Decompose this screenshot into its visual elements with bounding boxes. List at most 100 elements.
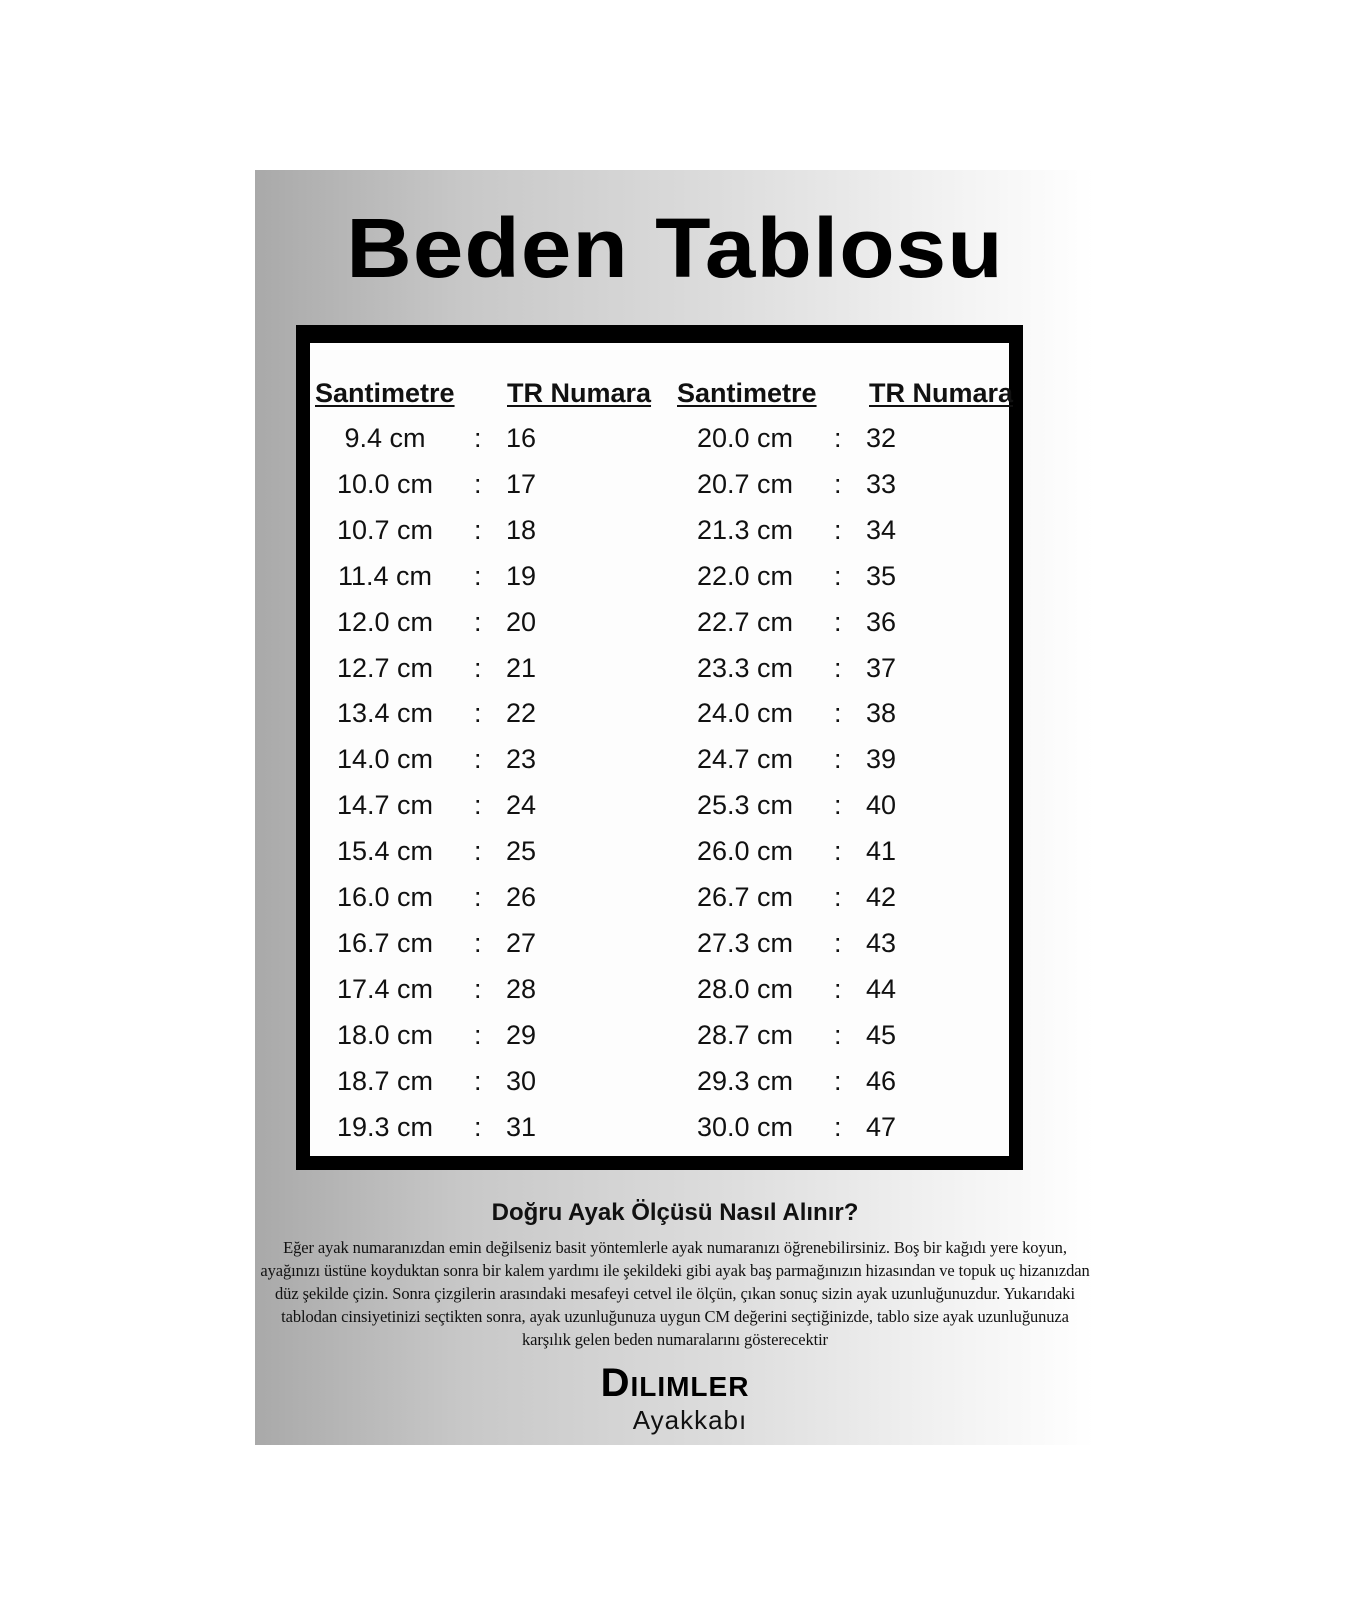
- cm-value: 26.0 cm: [696, 836, 794, 867]
- cm-value: 14.0 cm: [336, 744, 434, 775]
- tr-size-value: 35: [866, 560, 897, 591]
- tr-size-value: 31: [506, 1111, 537, 1142]
- separator: :: [834, 560, 842, 591]
- separator: :: [474, 423, 482, 453]
- tr-size-value: 32: [866, 423, 897, 453]
- header-tr-right: TR Numara: [869, 378, 1014, 408]
- cm-value: 28.7 cm: [696, 1019, 794, 1050]
- separator: :: [474, 836, 482, 867]
- cm-value: 18.7 cm: [336, 1065, 434, 1096]
- separator: :: [834, 1111, 842, 1142]
- separator: :: [474, 514, 482, 545]
- cm-value: 9.4 cm: [344, 423, 426, 453]
- tr-size-value: 26: [506, 882, 537, 912]
- tr-size-value: 36: [866, 606, 897, 637]
- tr-size-value: 45: [866, 1019, 897, 1050]
- separator: :: [834, 790, 842, 821]
- separator: :: [834, 698, 842, 729]
- cm-value: 18.0 cm: [336, 1019, 434, 1050]
- cm-value: 11.4 cm: [337, 560, 433, 591]
- tr-size-value: 21: [506, 652, 537, 683]
- howto-section: Doğru Ayak Ölçüsü Nasıl Alınır? Eğer aya…: [255, 1198, 1095, 1455]
- separator: :: [834, 1019, 842, 1050]
- tr-size-value: 20: [506, 606, 537, 637]
- separator: :: [474, 652, 482, 683]
- tr-size-value: 29: [506, 1019, 537, 1050]
- separator: :: [834, 882, 842, 912]
- tr-size-value: 34: [866, 514, 897, 545]
- tr-size-value: 28: [506, 973, 537, 1004]
- cm-value: 30.0 cm: [696, 1111, 794, 1142]
- separator: :: [834, 468, 842, 499]
- separator: :: [834, 606, 842, 637]
- separator: :: [474, 606, 482, 637]
- tr-size-value: 16: [506, 423, 537, 453]
- tr-size-value: 25: [506, 836, 537, 867]
- separator: :: [474, 927, 482, 958]
- size-chart-panel: Beden Tablosu Santimetre TR Numara Santi…: [255, 170, 1095, 1445]
- tr-size-value: 37: [866, 652, 897, 683]
- tr-size-value: 24: [506, 790, 537, 821]
- tr-size-value: 33: [866, 468, 897, 499]
- size-table: Santimetre TR Numara Santimetre TR Numar…: [310, 343, 1013, 1156]
- separator: :: [474, 744, 482, 775]
- tr-size-value: 18: [506, 514, 537, 545]
- cm-value: 10.7 cm: [336, 514, 434, 545]
- separator: :: [474, 882, 482, 912]
- tr-size-value: 23: [506, 744, 537, 775]
- separator: :: [474, 468, 482, 499]
- cm-value: 22.7 cm: [696, 606, 794, 637]
- separator: :: [474, 790, 482, 821]
- cm-value: 21.3 cm: [696, 514, 794, 545]
- cm-value: 17.4 cm: [336, 973, 434, 1004]
- brand-name: Dilimler: [600, 1361, 750, 1405]
- cm-value: 19.3 cm: [336, 1111, 434, 1142]
- separator: :: [474, 1065, 482, 1096]
- header-tr-left: TR Numara: [507, 378, 652, 408]
- header-cm-right: Santimetre: [677, 378, 817, 408]
- cm-value: 12.0 cm: [336, 606, 434, 637]
- size-table-frame: Santimetre TR Numara Santimetre TR Numar…: [296, 325, 1023, 1170]
- tr-size-value: 41: [866, 836, 897, 867]
- separator: :: [834, 973, 842, 1004]
- separator: :: [474, 1111, 482, 1142]
- cm-value: 24.0 cm: [696, 698, 794, 729]
- separator: :: [834, 927, 842, 958]
- tr-size-value: 38: [866, 698, 897, 729]
- separator: :: [834, 744, 842, 775]
- cm-value: 20.0 cm: [696, 423, 794, 453]
- tr-size-value: 42: [866, 882, 897, 912]
- separator: :: [474, 1019, 482, 1050]
- cm-value: 25.3 cm: [696, 790, 794, 821]
- separator: :: [834, 1065, 842, 1096]
- tr-size-value: 40: [866, 790, 897, 821]
- cm-value: 10.0 cm: [336, 468, 434, 499]
- brand-logo: Dilimler Ayakkabı: [255, 1361, 1095, 1435]
- cm-value: 22.0 cm: [696, 560, 794, 591]
- separator: :: [834, 514, 842, 545]
- cm-value: 16.7 cm: [336, 927, 434, 958]
- cm-value: 13.4 cm: [336, 698, 434, 729]
- tr-size-value: 39: [866, 744, 897, 775]
- cm-value: 26.7 cm: [696, 882, 794, 912]
- separator: :: [474, 560, 482, 591]
- tr-size-value: 46: [866, 1065, 897, 1096]
- separator: :: [834, 652, 842, 683]
- cm-value: 15.4 cm: [336, 836, 434, 867]
- separator: :: [474, 698, 482, 729]
- separator: :: [834, 423, 842, 453]
- cm-value: 27.3 cm: [696, 927, 794, 958]
- separator: :: [834, 836, 842, 867]
- howto-heading: Doğru Ayak Ölçüsü Nasıl Alınır?: [491, 1199, 859, 1226]
- tr-size-value: 22: [506, 698, 537, 729]
- tr-size-value: 17: [506, 468, 537, 499]
- tr-size-value: 47: [866, 1111, 897, 1142]
- cm-value: 14.7 cm: [336, 790, 434, 821]
- separator: :: [474, 973, 482, 1004]
- header-cm-left: Santimetre: [315, 378, 455, 408]
- tr-size-value: 43: [866, 927, 897, 958]
- howto-text: Eğer ayak numaranızdan emin değilseniz b…: [260, 1238, 1090, 1349]
- cm-value: 29.3 cm: [696, 1065, 794, 1096]
- cm-value: 23.3 cm: [696, 652, 794, 683]
- tr-size-value: 44: [866, 973, 897, 1004]
